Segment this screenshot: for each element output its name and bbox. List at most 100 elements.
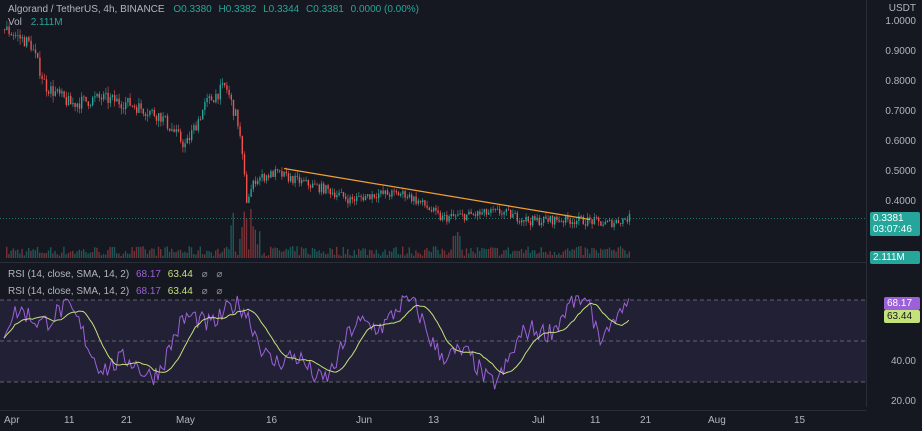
candle-body [538,217,540,226]
volume-tag: 2.111M [870,251,920,264]
candle-body [477,211,479,216]
candle-body [378,193,380,199]
symbol-title[interactable]: Algorand / TetherUS, 4h, BINANCE [8,4,165,15]
time-axis[interactable]: Apr 11 21 May 16 Jun 13 Jul 11 21 Aug 15 [0,410,866,431]
rsi-chart[interactable]: RSI (14, close, SMA, 14, 2) 68.17 63.44 … [0,286,866,407]
candle-body [461,213,463,215]
volume-bar [164,247,166,258]
price-axis[interactable]: USDT 1.0000 0.9000 0.8000 0.7000 0.6000 … [866,0,922,407]
eye-off-icon[interactable]: ⌀ [201,286,208,297]
candle-body [463,213,466,221]
candle-body [551,216,554,225]
last-price: 0.3381 [873,213,904,224]
volume-bar [419,253,421,258]
candle-body [360,196,362,198]
candle-body [371,194,373,200]
candle-body [294,175,296,184]
volume-bar [611,250,613,258]
candle-body [281,170,283,177]
volume-bar [281,251,283,258]
candle-body [602,224,604,226]
volume-bar [527,246,529,258]
candle-body [81,96,83,109]
candle-body [230,94,232,100]
volume-bar [547,254,549,258]
candle-body [516,212,518,222]
volume-bar [267,255,270,258]
volume-bar [232,212,234,258]
candle-body [204,102,206,110]
volume-bar [186,252,188,258]
volume-bar [296,246,298,258]
volume-legend: Vol 2.111M [8,17,63,28]
volume-bar [69,251,72,258]
volume-bar [373,253,375,258]
volume-bar [50,247,52,258]
volume-bar [492,247,494,258]
ohlc-open: O0.3380 [173,4,212,15]
volume-bar [604,249,606,258]
candle-body [386,190,389,195]
candle-body [34,49,37,54]
volume-bar [382,251,384,258]
volume-bar [241,226,243,258]
candle-body [173,129,175,132]
price-chart[interactable]: Algorand / TetherUS, 4h, BINANCE O0.3380… [0,0,866,262]
volume-bar [283,251,285,258]
volume-bar [344,253,347,258]
volume-bar [426,247,428,258]
volume-bar [201,254,204,258]
volume-bar [371,250,373,258]
candle-body [142,108,144,114]
candle-body [155,115,158,121]
candle-body [221,83,224,85]
volume-bar [417,252,419,258]
candle-body [320,183,323,193]
volume-bar [331,249,333,258]
candle-body [235,109,237,116]
volume-bar [589,253,591,258]
candle-body [83,96,85,98]
rsi-legend-1: RSI (14, close, SMA, 14, 2) 68.17 63.44 … [8,269,222,280]
rsi-label[interactable]: RSI (14, close, SMA, 14, 2) [8,269,130,280]
eye-off-icon[interactable]: ⌀ [201,269,208,280]
volume-bar [487,248,490,258]
volume-bar [245,218,248,258]
volume-bar [173,252,175,258]
volume-bar [595,250,597,258]
candle-body [468,211,470,215]
candle-body [261,174,263,178]
candle-body [226,85,228,90]
candle-body [63,91,65,98]
rsi-chart-canvas[interactable] [0,292,866,407]
volume-bar [507,247,509,258]
volume-label[interactable]: Vol [8,17,22,28]
volume-bar [111,247,113,258]
candle-body [177,129,180,132]
volume-bar [14,250,17,258]
volume-bar [94,247,96,258]
candle-body [499,208,501,214]
eye-off-icon[interactable]: ⌀ [216,269,223,280]
eye-off-icon[interactable]: ⌀ [216,286,223,297]
candle-body [61,91,63,94]
candle-body [472,214,474,215]
candle-body [188,137,191,141]
volume-bar [483,248,485,258]
time-tick: Aug [708,415,726,426]
volume-bar [78,249,80,258]
rsi-header-pane[interactable]: RSI (14, close, SMA, 14, 2) 68.17 63.44 … [0,262,866,292]
candle-body [356,196,358,201]
candle-body [543,216,545,223]
candle-body [349,197,351,204]
volume-bar [509,253,512,258]
candle-body [470,211,472,215]
price-chart-canvas[interactable] [0,0,866,262]
volume-bar [505,249,507,258]
volume-bar [399,254,402,258]
candle-body [50,86,52,94]
rsi-label[interactable]: RSI (14, close, SMA, 14, 2) [8,286,130,297]
candle-body [133,105,136,108]
volume-bar [626,254,628,258]
volume-bar [531,250,534,258]
